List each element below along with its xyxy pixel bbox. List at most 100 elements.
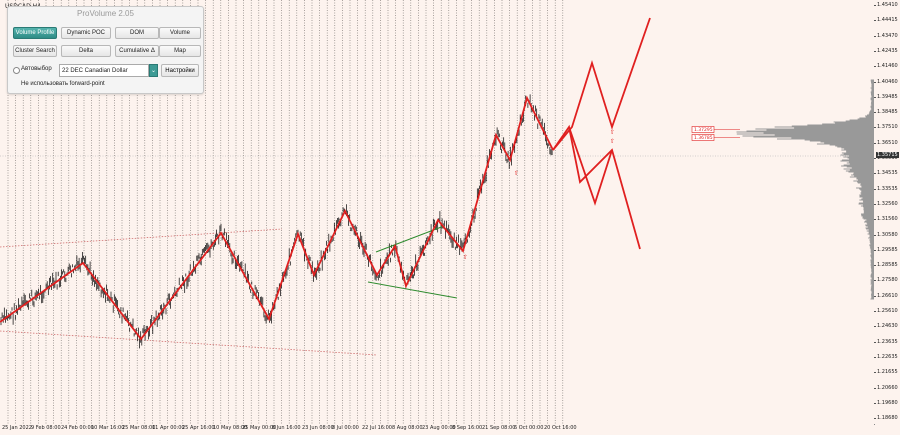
price-level-label: 1.21655 <box>877 369 898 376</box>
price-level-label: 1.36510 <box>877 139 898 146</box>
price-tick <box>874 96 876 98</box>
time-label: 11 Apr 00:00 <box>152 425 185 431</box>
arrow-up-icon: ⇧ <box>610 138 615 145</box>
price-axis: 1.45410 1.44415 1.43470 1.42435 1.41460 1.404… <box>874 0 900 424</box>
price-tick <box>874 66 876 68</box>
volume-button[interactable]: Volume <box>159 27 201 39</box>
price-tick <box>874 81 876 83</box>
time-axis: 25 Jan 2022 9 Feb 08:00 24 Feb 00:00 10 Mar… <box>0 424 874 435</box>
projection-upper-line <box>552 17 651 151</box>
time-label: 8 Sep 16:00 <box>452 425 483 431</box>
price-level-label: 1.23635 <box>877 338 898 345</box>
price-tick <box>874 372 876 374</box>
current-price-label: 1.35715 <box>876 152 899 158</box>
chevron-down-icon[interactable]: ⌄ <box>149 64 158 77</box>
delta-button[interactable]: Delta <box>61 45 111 57</box>
price-level-label: 1.39485 <box>877 93 898 100</box>
zigzag-line <box>0 95 554 341</box>
price-tick <box>874 326 876 328</box>
time-label: 10 May 08:00 <box>213 425 248 431</box>
time-label: 8 Jun 16:00 <box>272 425 301 431</box>
panel-title: ProVolume 2.05 <box>77 9 134 18</box>
auto-select-label: Автовыбор <box>21 66 52 72</box>
price-tick <box>874 418 876 420</box>
cluster-search-button[interactable]: Cluster Search <box>13 45 57 57</box>
arrow-up-icon: ⇧ <box>463 254 468 261</box>
auto-select-radio[interactable] <box>13 67 20 74</box>
time-label: 25 Apr 16:00 <box>182 425 215 431</box>
settings-button[interactable]: Настройки <box>161 64 199 77</box>
price-level-label: 1.25610 <box>877 308 898 314</box>
arrow-up-icon: ⇧ <box>514 170 519 177</box>
price-tick <box>874 158 876 159</box>
price-tick <box>874 234 876 236</box>
price-tick <box>874 219 876 221</box>
profile-price-label: 1.36785 <box>694 135 713 141</box>
price-level-label: 1.33535 <box>877 185 898 192</box>
price-tick <box>874 356 876 358</box>
cumulative-delta-button[interactable]: Cumulative Δ <box>115 45 159 57</box>
price-level-label: 1.18680 <box>877 415 898 422</box>
price-level-label: 1.40460 <box>877 78 898 85</box>
price-tick <box>874 127 876 129</box>
time-label: 25 Mar 08:00 <box>122 425 156 431</box>
price-tick <box>874 311 876 312</box>
time-label: 22 Jul 16:00 <box>362 425 392 431</box>
price-tick <box>874 280 876 282</box>
time-label: 24 Feb 00:00 <box>61 425 94 431</box>
volume-profile-button[interactable]: Volume Profile <box>13 27 57 39</box>
price-level-label: 1.37510 <box>877 124 898 131</box>
time-label: 21 Sep 08:00 <box>482 425 516 431</box>
projection-middle-line <box>552 124 641 250</box>
forward-point-label: Не использовать forward-point <box>21 81 105 87</box>
time-label: 20 Oct 16:00 <box>544 425 577 431</box>
time-label: 23 Aug 00:00 <box>422 425 456 431</box>
price-level-label: 1.27580 <box>877 277 898 284</box>
price-tick <box>874 387 876 389</box>
price-tick <box>874 50 876 52</box>
price-level-label: 1.20660 <box>877 384 898 391</box>
price-level-label: 1.28585 <box>877 262 898 269</box>
price-tick <box>874 142 876 144</box>
dynamic-poc-button[interactable]: Dynamic POC <box>61 27 111 39</box>
wedge-lower-line <box>367 281 458 299</box>
time-label: 23 Jun 08:00 <box>302 425 334 431</box>
price-tick <box>874 249 876 251</box>
time-label: 9 Feb 08:00 <box>31 425 61 431</box>
provolume-panel: ProVolume 2.05 Volume Profile Dynamic PO… <box>7 6 204 94</box>
map-button[interactable]: Map <box>159 45 201 57</box>
price-level-label: 1.22635 <box>877 353 898 360</box>
projection-lower-line <box>568 126 613 206</box>
price-tick <box>874 35 876 37</box>
dom-button[interactable]: DOM <box>115 27 159 39</box>
price-tick <box>874 188 876 190</box>
price-level-label: 1.43470 <box>877 32 898 39</box>
price-tick <box>874 341 876 343</box>
price-tick <box>874 295 876 297</box>
channel-upper-line <box>0 228 283 248</box>
price-level-label: 1.34535 <box>877 170 898 177</box>
price-level-label: 1.24630 <box>877 323 898 330</box>
price-tick <box>874 203 876 205</box>
price-level-label: 1.30580 <box>877 231 898 238</box>
price-tick <box>874 20 876 22</box>
channel-lower-line <box>0 330 378 356</box>
time-label: 8 Jul 00:00 <box>332 425 359 431</box>
price-level-label: 1.44415 <box>877 17 898 24</box>
price-level-label: 1.41460 <box>877 63 898 70</box>
price-tick <box>874 5 876 6</box>
price-level-label: 1.42435 <box>877 47 898 54</box>
price-level-label: 1.35535 <box>877 155 898 161</box>
instrument-select[interactable]: 22 DEC Canadian Dollar <box>59 64 149 77</box>
price-level-label: 1.31560 <box>877 216 898 223</box>
price-level-label: 1.19680 <box>877 399 898 406</box>
price-tick <box>874 265 876 267</box>
price-tick <box>874 402 876 404</box>
profile-price-label: 1.37295 <box>694 127 713 133</box>
time-label: 10 Mar 16:00 <box>91 425 125 431</box>
price-level-label: 1.38485 <box>877 109 898 116</box>
price-chart-canvas: ⇧ ⇧ ⇧ ⇧ 1.37295 1.36785 <box>0 0 874 424</box>
price-level-label: 1.26610 <box>877 292 898 299</box>
price-level-label: 1.45410 <box>877 2 898 8</box>
